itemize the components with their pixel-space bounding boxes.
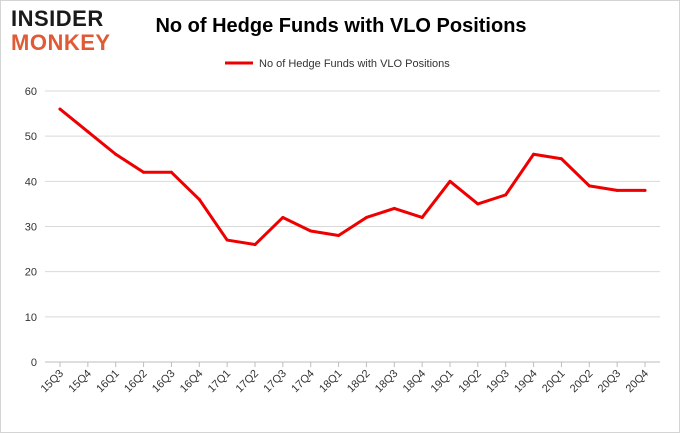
data-point (643, 188, 647, 192)
x-tick-label: 16Q4 (178, 368, 206, 396)
x-axis: 15Q3 15Q4 16Q1 16Q2 16Q3 16Q4 17Q1 17Q2 17Q3 17Q4… (39, 362, 652, 396)
data-point (142, 170, 146, 174)
data-point (225, 238, 229, 242)
data-point (58, 107, 62, 111)
data-point (253, 243, 257, 247)
x-tick-label: 18Q2 (345, 368, 373, 396)
legend: No of Hedge Funds with VLO Positions (225, 58, 450, 70)
data-point (504, 193, 508, 197)
x-tick-label: 18Q4 (401, 368, 429, 396)
data-point (197, 197, 201, 201)
x-tick-label: 19Q2 (456, 368, 484, 396)
data-point (281, 215, 285, 219)
y-tick-label: 40 (25, 176, 37, 188)
logo-line1: INSIDER (11, 6, 104, 31)
x-tick-label: 18Q1 (317, 368, 345, 396)
data-point (337, 234, 341, 238)
data-point (476, 202, 480, 206)
data-point (364, 215, 368, 219)
data-point (448, 179, 452, 183)
data-point (86, 130, 90, 134)
data-point (169, 170, 173, 174)
legend-label: No of Hedge Funds with VLO Positions (259, 58, 450, 70)
y-tick-label: 20 (25, 267, 37, 279)
x-tick-label: 17Q2 (234, 368, 262, 396)
y-tick-label: 50 (25, 131, 37, 143)
y-tick-label: 30 (25, 222, 37, 234)
data-point (615, 188, 619, 192)
data-point (309, 229, 313, 233)
x-tick-label: 17Q1 (206, 368, 234, 396)
insider-monkey-logo: INSIDER MONKEY (11, 7, 129, 57)
logo-line2: MONKEY (11, 30, 111, 55)
x-tick-label: 16Q2 (122, 368, 150, 396)
y-tick-label: 10 (25, 312, 37, 324)
data-point (420, 215, 424, 219)
y-tick-label: 0 (31, 357, 37, 369)
x-tick-label: 15Q4 (66, 368, 94, 396)
y-axis: 0 10 20 30 40 50 60 (25, 86, 37, 369)
x-tick-label: 18Q3 (373, 368, 401, 396)
grid-lines (45, 90, 660, 363)
data-point (114, 152, 118, 156)
series-line (58, 107, 647, 247)
series-lines (58, 107, 647, 247)
data-point (587, 184, 591, 188)
x-tick-label: 20Q1 (540, 368, 568, 396)
x-tick-label: 19Q1 (429, 368, 457, 396)
data-point (532, 152, 536, 156)
x-tick-label: 17Q3 (261, 368, 289, 396)
x-tick-label: 19Q3 (484, 368, 512, 396)
y-tick-label: 60 (25, 86, 37, 98)
data-point (392, 206, 396, 210)
chart-title: No of Hedge Funds with VLO Positions (155, 15, 527, 37)
x-tick-label: 15Q3 (39, 368, 67, 396)
x-tick-label: 19Q4 (512, 368, 540, 396)
x-tick-label: 20Q2 (568, 368, 596, 396)
data-point (559, 157, 563, 161)
x-tick-label: 16Q3 (150, 368, 178, 396)
x-tick-label: 16Q1 (94, 368, 122, 396)
x-tick-label: 20Q3 (596, 368, 624, 396)
x-tick-label: 20Q4 (624, 368, 652, 396)
x-tick-label: 17Q4 (289, 368, 317, 396)
